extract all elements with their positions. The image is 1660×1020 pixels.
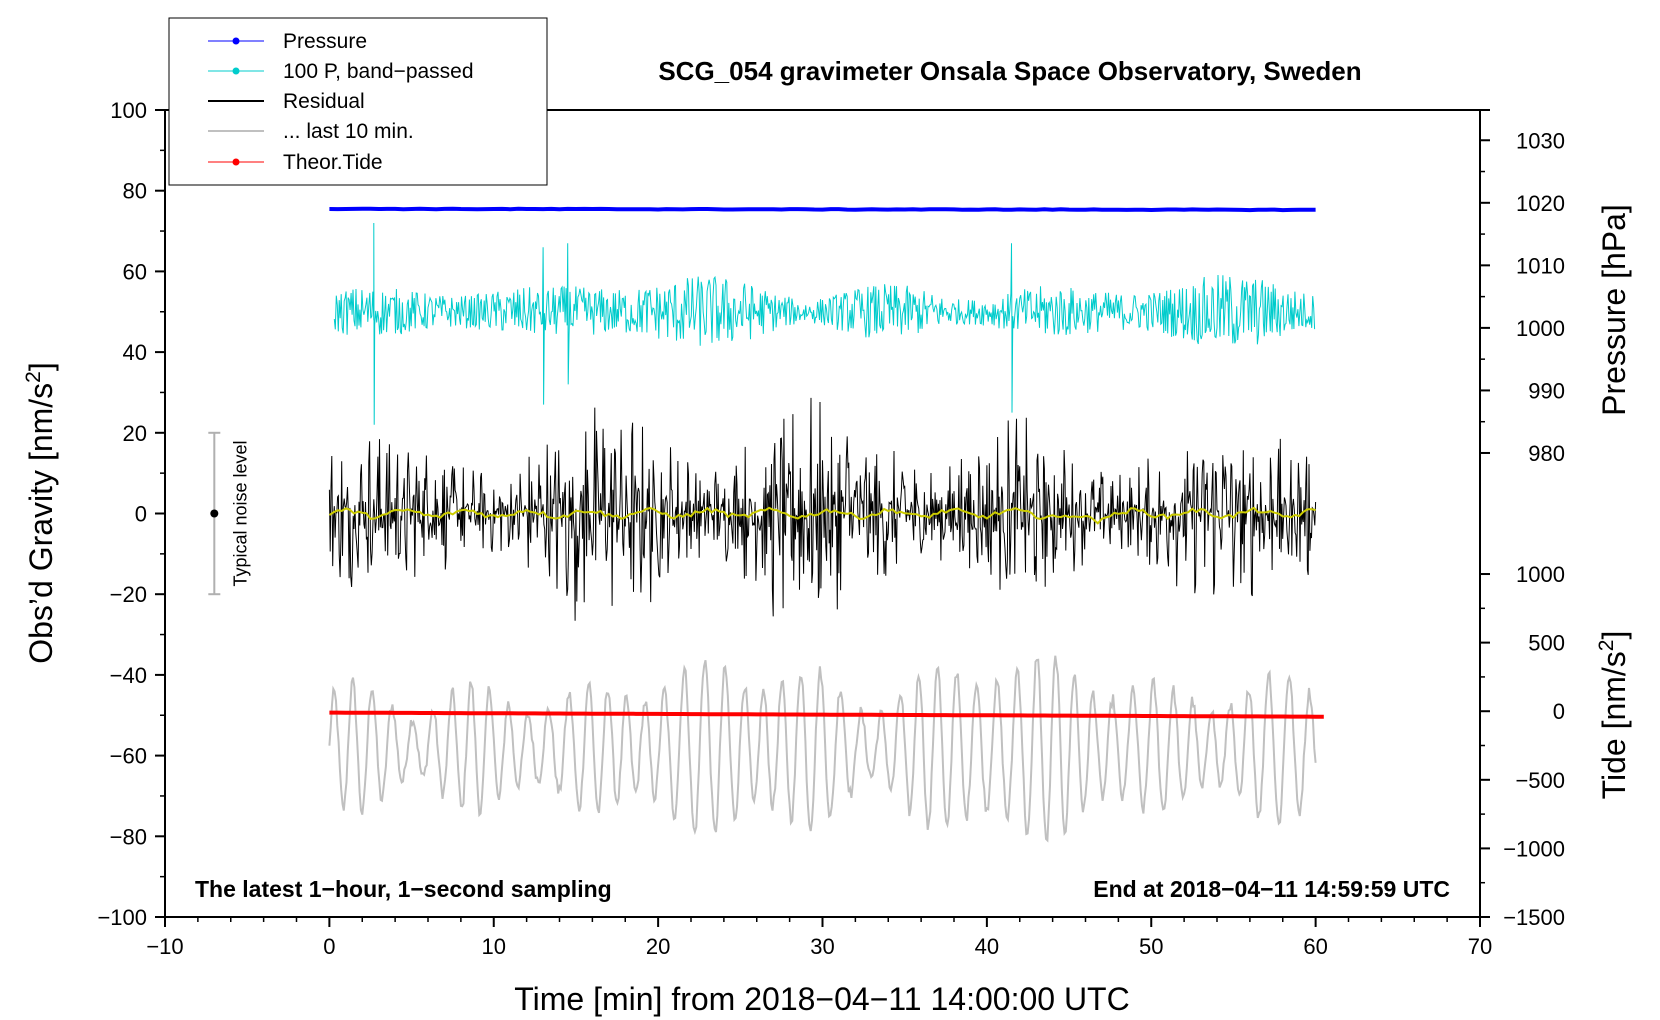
tide-tick-label: −500 — [1515, 768, 1565, 793]
data-series — [328, 206, 1324, 843]
legend-label-last10: ... last 10 min. — [283, 120, 414, 143]
y-axis-title-pressure: Pressure [hPa] — [1596, 204, 1632, 416]
legend-label-pressure: Pressure — [283, 30, 367, 53]
noise-level-indicator: Typical noise level — [208, 431, 250, 596]
annotation-end-time: End at 2018−04−11 14:59:59 UTC — [1093, 876, 1450, 902]
y-tick-label: 60 — [123, 259, 147, 284]
axis-ticks: −10 0 10 20 30 40 50 60 70−100−80−60−40−20020406… — [97, 98, 1565, 959]
legend-marker-bandpassed — [232, 67, 240, 75]
tide-tick-label: 0 — [1553, 699, 1565, 724]
y-tick-label: 20 — [123, 421, 147, 446]
series-pressure — [329, 206, 1316, 213]
y-tick-label: 100 — [110, 98, 147, 123]
pressure-tick-label: 1000 — [1516, 316, 1565, 341]
y-axis-title-tide: Tide [nm/s2] — [1595, 631, 1632, 800]
pressure-tick-label: 1010 — [1516, 253, 1565, 278]
x-tick-label: 40 — [975, 934, 999, 959]
y-axis-title-left: Obs’d Gravity [nm/s2] — [22, 362, 59, 664]
x-tick-label: 0 — [323, 934, 335, 959]
tide-tick-label: 500 — [1528, 631, 1565, 656]
x-tick-label: 60 — [1303, 934, 1327, 959]
tide-tick-label: −1500 — [1503, 905, 1565, 930]
legend-marker-tide — [232, 158, 240, 166]
series-residual-mean — [328, 506, 1316, 525]
x-tick-label: 20 — [646, 934, 670, 959]
tide-tick-label: −1000 — [1503, 836, 1565, 861]
series-theor-tide — [329, 710, 1324, 719]
legend-box — [168, 17, 548, 186]
series-band-passed-pressure — [333, 222, 1316, 425]
x-tick-label: 10 — [482, 934, 506, 959]
pressure-tick-label: 990 — [1528, 378, 1565, 403]
legend-label-residual: Residual — [283, 90, 365, 113]
legend-label-bandpassed: 100 P, band−passed — [283, 60, 474, 83]
noise-label: Typical noise level — [230, 440, 250, 586]
y-tick-label: 80 — [123, 179, 147, 204]
noise-center-dot — [210, 509, 219, 518]
y-tick-label: −20 — [110, 582, 147, 607]
series-last-10-min — [328, 655, 1317, 843]
y-tick-label: −60 — [110, 744, 147, 769]
x-tick-label: 30 — [810, 934, 834, 959]
x-axis-title: Time [min] from 2018−04−11 14:00:00 UTC — [514, 981, 1129, 1017]
y-tick-label: −100 — [97, 905, 147, 930]
y-tick-label: −40 — [110, 663, 147, 688]
x-tick-label: 70 — [1468, 934, 1492, 959]
chart-title: SCG_054 gravimeter Onsala Space Observat… — [658, 56, 1361, 86]
pressure-tick-label: 980 — [1528, 441, 1565, 466]
y-tick-label: 0 — [135, 502, 147, 527]
y-tick-label: 40 — [123, 340, 147, 365]
legend-marker-pressure — [232, 37, 240, 45]
legend: Pressure 100 P, band−passed Residual ...… — [168, 17, 548, 186]
y-tick-label: −80 — [110, 824, 147, 849]
pressure-tick-label: 1020 — [1516, 191, 1565, 216]
series-residual — [328, 397, 1317, 621]
x-tick-label: −10 — [146, 934, 183, 959]
tide-tick-label: 1000 — [1516, 562, 1565, 587]
pressure-tick-label: 1030 — [1516, 128, 1565, 153]
annotation-sampling: The latest 1−hour, 1−second sampling — [195, 876, 612, 902]
x-tick-label: 50 — [1139, 934, 1163, 959]
legend-label-tide: Theor.Tide — [283, 151, 383, 174]
